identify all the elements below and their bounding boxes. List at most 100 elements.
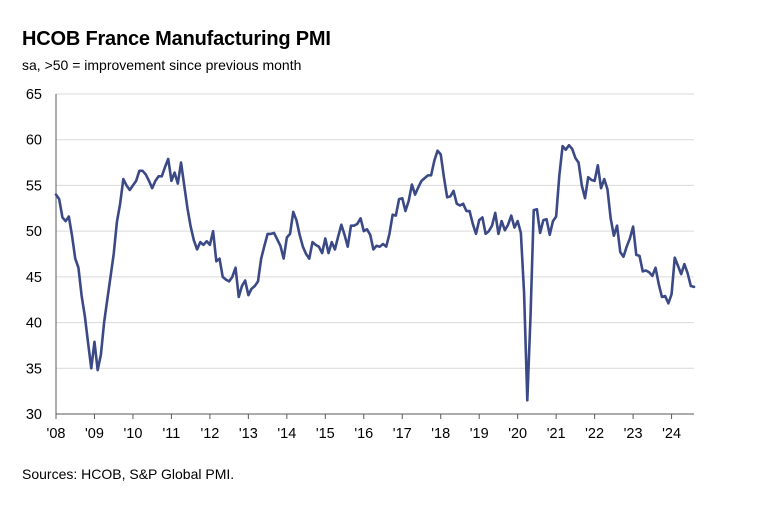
data-point	[299, 234, 300, 235]
x-tick-label-2020: '20	[508, 426, 527, 442]
data-point	[296, 220, 297, 221]
data-point	[94, 341, 95, 342]
data-point	[469, 210, 470, 211]
data-point	[373, 249, 374, 250]
data-point	[655, 267, 656, 268]
data-point	[376, 245, 377, 246]
data-point	[148, 180, 149, 181]
data-point	[604, 178, 605, 179]
data-point	[543, 220, 544, 221]
data-point	[59, 199, 60, 200]
data-point	[305, 253, 306, 254]
data-point	[103, 322, 104, 323]
x-tick-label-2021: '21	[547, 426, 566, 442]
data-point	[402, 198, 403, 199]
data-point	[527, 400, 528, 401]
x-tick-label-2011: '11	[163, 426, 181, 442]
data-point	[180, 162, 181, 163]
x-tick-label-2023: '23	[624, 426, 643, 442]
data-point	[395, 215, 396, 216]
data-point	[136, 180, 137, 181]
data-point	[344, 234, 345, 235]
chart-subtitle: sa, >50 = improvement since previous mon…	[22, 57, 302, 73]
data-point	[520, 232, 521, 233]
data-point	[65, 220, 66, 221]
data-point	[530, 316, 531, 317]
data-point	[649, 272, 650, 273]
x-tick-label-2019: '19	[470, 426, 489, 442]
data-point	[690, 285, 691, 286]
data-point	[642, 271, 643, 272]
data-point	[600, 188, 601, 189]
data-point	[331, 242, 332, 243]
data-point	[155, 180, 156, 181]
data-point	[405, 210, 406, 211]
data-point	[341, 224, 342, 225]
data-point	[110, 276, 111, 277]
data-point	[459, 205, 460, 206]
data-point	[338, 236, 339, 237]
data-point	[443, 177, 444, 178]
data-point	[479, 220, 480, 221]
x-tick-label-2015: '15	[316, 426, 335, 442]
data-point	[363, 231, 364, 232]
data-point	[283, 258, 284, 259]
series-line-0	[54, 143, 696, 402]
data-point	[411, 184, 412, 185]
data-point	[386, 246, 387, 247]
data-point	[482, 217, 483, 218]
x-tick-label-2012: '12	[200, 426, 219, 442]
gridlines	[56, 93, 694, 369]
data-point	[193, 240, 194, 241]
data-point	[164, 167, 165, 168]
data-point	[280, 245, 281, 246]
data-point	[418, 187, 419, 188]
data-point	[75, 258, 76, 259]
y-tick-label-30: 30	[26, 407, 42, 423]
data-point	[91, 368, 92, 369]
y-tick-label-55: 55	[26, 178, 42, 194]
x-tick-label-2018: '18	[431, 426, 450, 442]
data-point	[463, 203, 464, 204]
y-tick-label-45: 45	[26, 270, 42, 286]
data-point	[450, 196, 451, 197]
data-point	[623, 256, 624, 257]
x-tick-label-2016: '16	[354, 426, 373, 442]
data-point	[581, 185, 582, 186]
data-point	[559, 175, 560, 176]
data-point	[273, 232, 274, 233]
data-point	[328, 252, 329, 253]
data-point	[350, 225, 351, 226]
data-point	[334, 249, 335, 250]
series-layer	[54, 143, 696, 402]
chart-title: HCOB France Manufacturing PMI	[22, 28, 331, 50]
data-point	[161, 176, 162, 177]
data-point	[504, 230, 505, 231]
data-point	[661, 296, 662, 297]
data-point	[206, 241, 207, 242]
data-point	[514, 227, 515, 228]
data-point	[398, 199, 399, 200]
data-point	[171, 180, 172, 181]
data-point	[533, 210, 534, 211]
data-point	[629, 238, 630, 239]
data-point	[177, 183, 178, 184]
data-point	[87, 342, 88, 343]
data-point	[379, 246, 380, 247]
data-point	[78, 267, 79, 268]
data-point	[507, 224, 508, 225]
data-point	[572, 148, 573, 149]
data-point	[447, 197, 448, 198]
data-point	[636, 254, 637, 255]
data-point	[475, 233, 476, 234]
data-point	[495, 212, 496, 213]
source-note: Sources: HCOB, S&P Global PMI.	[22, 466, 235, 482]
data-point	[248, 295, 249, 296]
data-point	[142, 170, 143, 171]
data-point	[107, 299, 108, 300]
data-point	[254, 285, 255, 286]
data-point	[485, 233, 486, 234]
y-tick-label-65: 65	[26, 87, 42, 103]
data-point	[440, 154, 441, 155]
data-point	[370, 234, 371, 235]
